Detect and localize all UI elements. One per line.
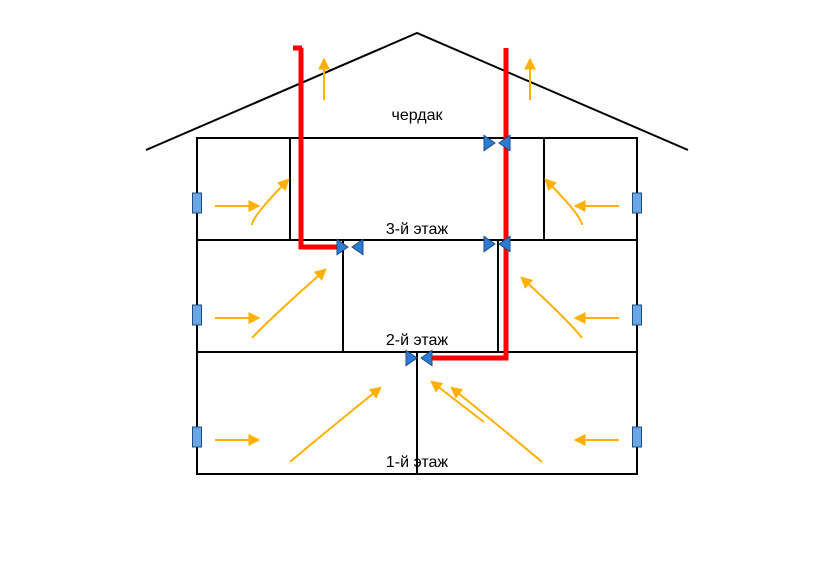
air-inlet-icon (193, 193, 202, 213)
floor1-label: 1-й этаж (386, 454, 448, 471)
airflow-arrow-icon (252, 270, 325, 338)
house-outline (146, 33, 688, 474)
floor2-label: 2-й этаж (386, 332, 448, 349)
attic-label: чердак (392, 107, 444, 124)
air-inlet-icon (633, 305, 642, 325)
airflow-arrow-icon (290, 388, 380, 462)
airflow-arrow-icon (452, 388, 542, 462)
airflow-arrow-icon (252, 180, 288, 225)
floor3-label: 3-й этаж (386, 221, 448, 238)
air-inlet-icon (633, 193, 642, 213)
airflow-arrow-icon (546, 180, 582, 225)
airflow-arrow-icon (522, 278, 582, 338)
air-inlet-icon (633, 427, 642, 447)
air-inlet-icon (193, 427, 202, 447)
airflow-arrow-icon (432, 382, 484, 422)
exhaust-grille-icon (337, 239, 363, 254)
ventilation-diagram: чердак 3-й этаж 2-й этаж 1-й этаж (0, 0, 834, 566)
air-inlet-icon (193, 305, 202, 325)
